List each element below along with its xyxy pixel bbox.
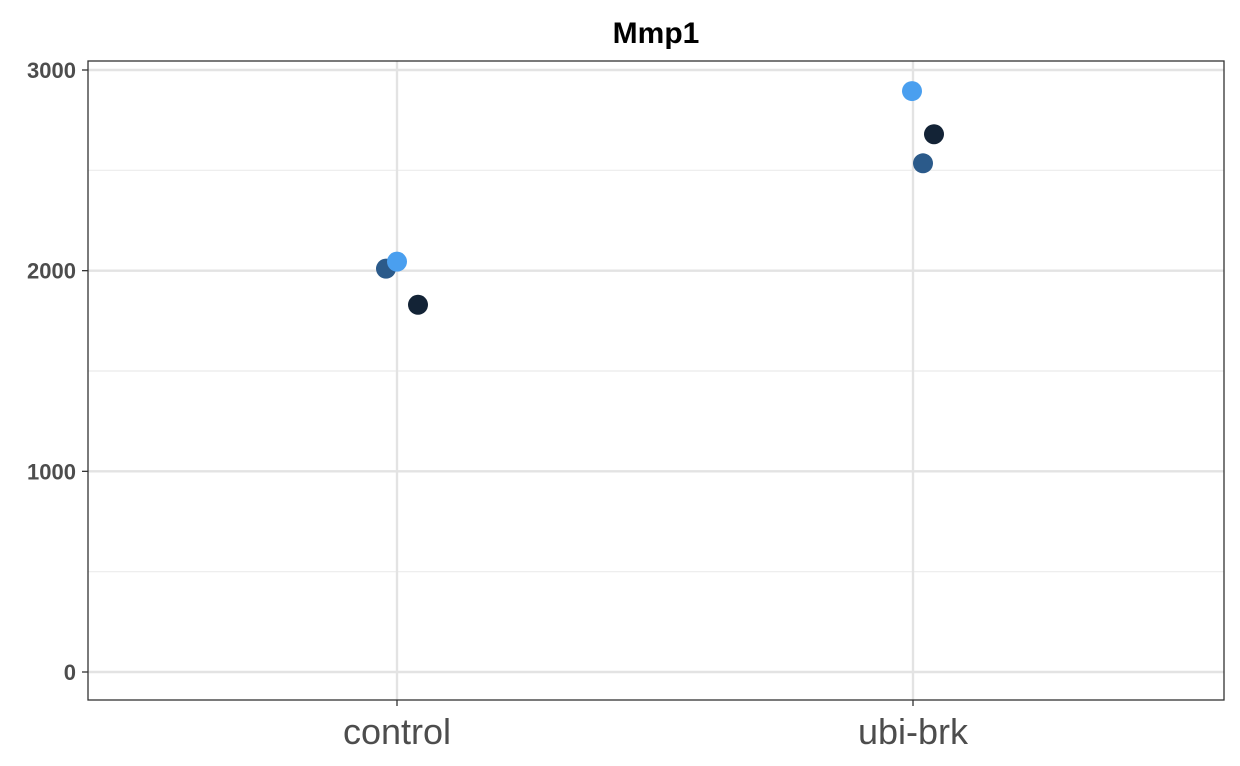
plot-panel-border [87, 60, 1225, 701]
x-tick-label: control [343, 711, 451, 752]
data-point [408, 294, 428, 315]
data-point [902, 81, 922, 102]
data-point [387, 251, 407, 272]
x-axis: control ubi-brk [343, 700, 969, 752]
x-tick-label: ubi-brk [858, 711, 969, 752]
y-axis: 0 1000 2000 3000 [27, 58, 88, 685]
y-tick-label: 3000 [27, 58, 76, 83]
data-point [913, 153, 933, 174]
y-tick-label: 0 [64, 660, 76, 685]
y-tick-label: 2000 [27, 259, 76, 284]
y-tick-label: 1000 [27, 459, 76, 484]
chart-title: Mmp1 [613, 17, 700, 50]
data-points [376, 81, 944, 315]
major-gridlines [88, 61, 1224, 700]
minor-gridlines [88, 169, 1224, 573]
data-point [924, 124, 944, 145]
